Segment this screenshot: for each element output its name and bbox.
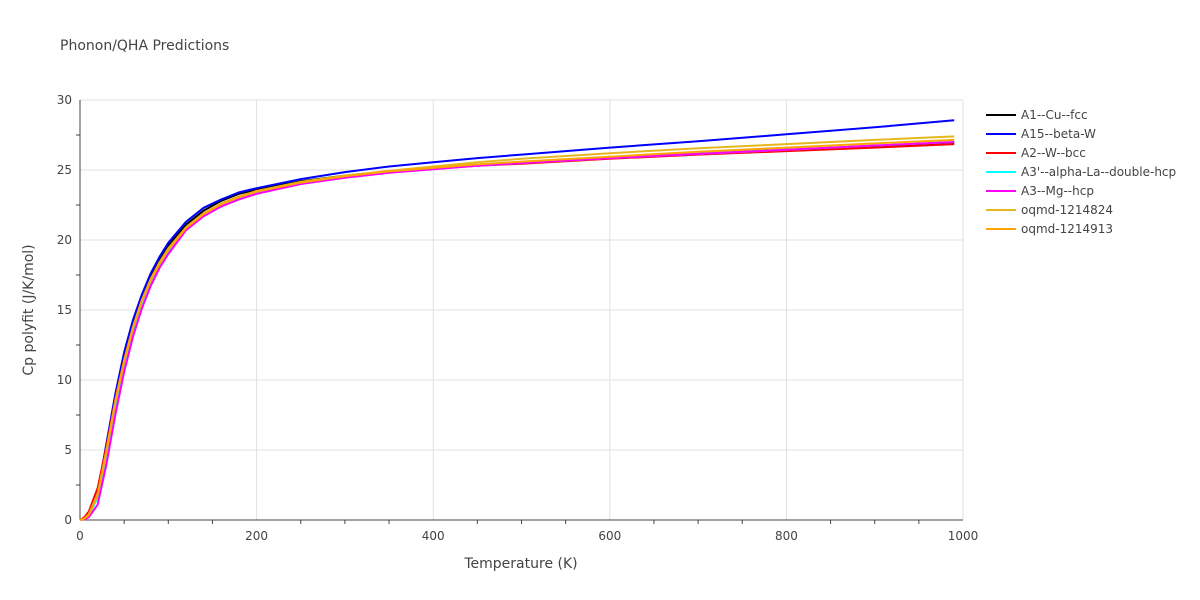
chart-title: Phonon/QHA Predictions xyxy=(60,38,229,54)
y-tick-label: 15 xyxy=(57,303,72,317)
legend-item[interactable]: A15--beta-W xyxy=(986,127,1096,141)
legend[interactable]: A1--Cu--fcc A15--beta-W A2--W--bcc A3'--alp… xyxy=(986,108,1176,236)
legend-label: oqmd-1214913 xyxy=(1021,222,1113,236)
legend-item[interactable]: A2--W--bcc xyxy=(986,146,1086,160)
legend-item[interactable]: A1--Cu--fcc xyxy=(986,108,1088,122)
series-line xyxy=(79,141,955,521)
legend-label: A15--beta-W xyxy=(1021,127,1096,141)
y-tick-label: 30 xyxy=(57,93,72,107)
legend-label: A3'--alpha-La--double-hcp xyxy=(1021,165,1176,179)
legend-item[interactable]: A3--Mg--hcp xyxy=(986,184,1094,198)
x-tick-label: 600 xyxy=(598,529,621,543)
legend-item[interactable]: oqmd-1214913 xyxy=(986,222,1113,236)
legend-label: A2--W--bcc xyxy=(1021,146,1086,160)
legend-item[interactable]: oqmd-1214824 xyxy=(986,203,1113,217)
y-tick-label: 20 xyxy=(57,233,72,247)
y-tick-label: 10 xyxy=(57,373,72,387)
x-tick-label: 200 xyxy=(245,529,268,543)
axes: 0 200 400 600 800 1000 0 5 10 15 20 25 30 xyxy=(57,93,979,543)
legend-label: A3--Mg--hcp xyxy=(1021,184,1094,198)
legend-item[interactable]: A3'--alpha-La--double-hcp xyxy=(986,165,1176,179)
x-tick-label: 1000 xyxy=(948,529,979,543)
series-line xyxy=(79,138,955,521)
y-tick-label: 25 xyxy=(57,163,72,177)
y-axis-title: Cp polyfit (J/K/mol) xyxy=(21,244,37,375)
legend-label: A1--Cu--fcc xyxy=(1021,108,1088,122)
x-tick-label: 800 xyxy=(775,529,798,543)
grid xyxy=(79,99,964,521)
x-axis-title: Temperature (K) xyxy=(463,556,577,572)
y-tick-label: 5 xyxy=(64,443,72,457)
legend-label: oqmd-1214824 xyxy=(1021,203,1113,217)
x-tick-label: 400 xyxy=(422,529,445,543)
x-tick-label: 0 xyxy=(76,529,84,543)
y-tick-label: 0 xyxy=(64,513,72,527)
plot-lines xyxy=(79,119,955,521)
